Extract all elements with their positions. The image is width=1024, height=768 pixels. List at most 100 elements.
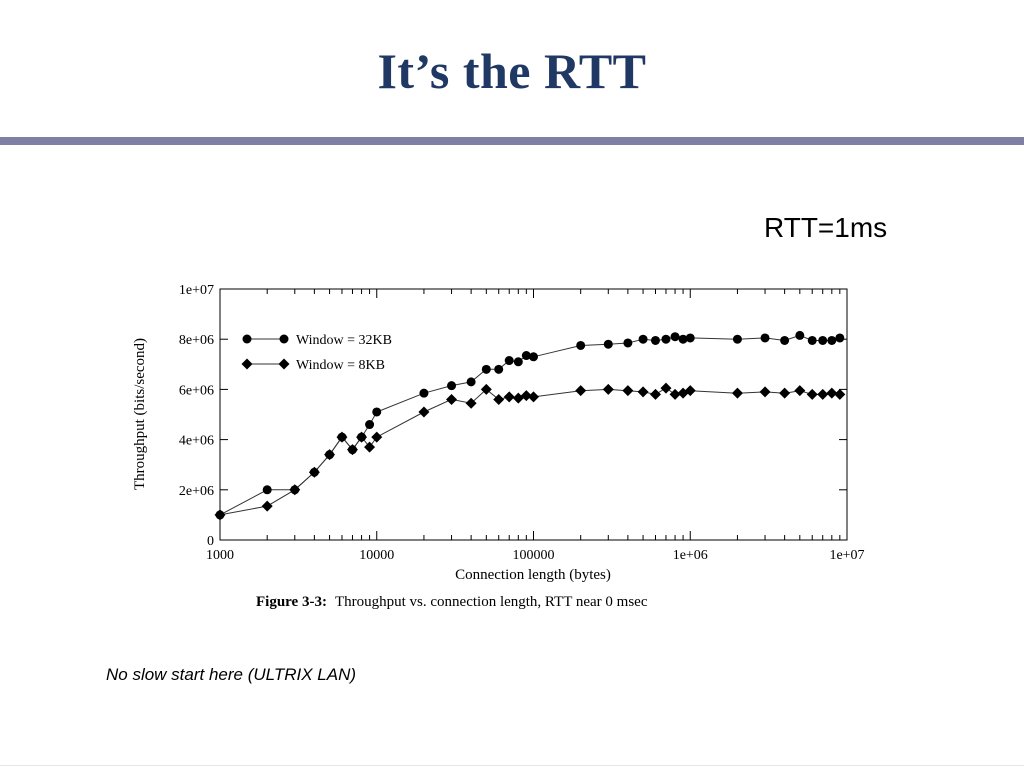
- series-2: [214, 382, 846, 521]
- x-tick-label: 1000: [206, 548, 234, 563]
- data-point: [622, 385, 634, 397]
- data-point: [661, 334, 671, 344]
- x-tick-label: 1e+06: [673, 548, 708, 563]
- data-point: [504, 356, 514, 366]
- data-point: [214, 509, 226, 521]
- data-point: [669, 388, 681, 400]
- x-tick-label: 100000: [513, 548, 555, 563]
- data-point: [834, 388, 846, 400]
- data-point: [817, 388, 829, 400]
- plot-frame: [219, 288, 848, 541]
- data-point: [520, 390, 532, 402]
- legend-item: Window = 8KB: [241, 358, 385, 373]
- data-point: [826, 387, 838, 399]
- title-divider: [0, 137, 1024, 145]
- data-point: [480, 383, 492, 395]
- data-point: [732, 334, 742, 344]
- rtt-label: RTT=1ms: [764, 212, 888, 243]
- figure-caption: Figure 3-3: Throughput vs. connection len…: [256, 594, 648, 610]
- data-point: [529, 352, 538, 362]
- data-point: [308, 466, 320, 478]
- x-tick-label: 10000: [359, 548, 394, 563]
- y-tick-label: 6e+06: [179, 383, 214, 398]
- data-point: [835, 333, 845, 343]
- data-point: [602, 383, 614, 395]
- data-point: [371, 431, 383, 443]
- data-point: [528, 391, 539, 403]
- data-point: [603, 339, 613, 349]
- data-point: [446, 393, 458, 405]
- data-point: [493, 393, 505, 405]
- data-point: [364, 441, 376, 453]
- data-point: [779, 387, 791, 399]
- legend-marker: [242, 334, 252, 344]
- data-point: [365, 420, 375, 430]
- data-point: [678, 334, 688, 344]
- data-point: [660, 382, 672, 394]
- x-axis-label: Connection length (bytes): [455, 567, 611, 583]
- data-point: [372, 407, 382, 417]
- legend-label: Window = 8KB: [296, 358, 385, 373]
- legend-marker: [279, 334, 289, 344]
- figure-caption-text: Throughput vs. connection length, RTT ne…: [335, 594, 648, 610]
- data-point: [650, 335, 660, 345]
- data-point: [649, 388, 661, 400]
- data-point: [503, 391, 515, 403]
- y-tick-label: 2e+06: [179, 484, 214, 499]
- legend-item: Window = 32KB: [242, 333, 392, 348]
- data-point: [670, 332, 680, 342]
- minor-ticks: [266, 289, 841, 540]
- legend-marker: [241, 358, 253, 370]
- data-point: [336, 431, 348, 443]
- slide-note: No slow start here (ULTRIX LAN): [106, 665, 357, 684]
- y-axis-label: Throughput (bits/second): [132, 338, 148, 490]
- data-point: [759, 386, 771, 398]
- chart-legend: Window = 32KB Window = 8KB: [241, 333, 392, 373]
- data-point: [513, 357, 523, 367]
- x-tick-labels: 1000 10000 100000 1e+06 1e+07: [206, 548, 865, 563]
- data-point: [780, 335, 790, 345]
- data-point: [262, 485, 272, 495]
- data-point: [684, 385, 696, 397]
- y-tick-label: 1e+07: [179, 283, 214, 298]
- data-point: [760, 333, 770, 343]
- data-point: [638, 334, 648, 344]
- major-ticks: [219, 288, 848, 541]
- data-point: [623, 338, 633, 348]
- data-point: [807, 335, 817, 345]
- data-point: [685, 333, 695, 343]
- x-tick-label: 1e+07: [829, 548, 864, 563]
- data-point: [481, 364, 491, 374]
- y-tick-label: 8e+06: [179, 333, 214, 348]
- data-point: [465, 397, 477, 409]
- data-point: [575, 385, 587, 397]
- data-point: [466, 377, 476, 387]
- data-point: [637, 386, 649, 398]
- y-tick-label: 0: [207, 534, 214, 549]
- slide-title: It’s the RTT: [377, 43, 647, 99]
- data-point: [512, 392, 524, 404]
- series-layer: [214, 330, 846, 521]
- series-line: [219, 387, 840, 516]
- data-point: [346, 444, 358, 456]
- y-tick-label: 4e+06: [179, 434, 214, 449]
- data-point: [794, 385, 806, 397]
- data-point: [731, 387, 743, 399]
- data-point: [494, 364, 504, 374]
- legend-marker: [278, 358, 290, 370]
- legend-label: Window = 32KB: [296, 333, 392, 348]
- bottom-divider: [0, 765, 1024, 766]
- data-point: [419, 388, 429, 398]
- data-point: [356, 431, 368, 443]
- data-point: [806, 388, 818, 400]
- data-point: [827, 335, 837, 345]
- data-point: [576, 340, 586, 350]
- figure-caption-label: Figure 3-3:: [256, 594, 327, 610]
- data-point: [289, 484, 301, 496]
- y-tick-labels: 0 2e+06 4e+06 6e+06 8e+06 1e+07: [179, 283, 214, 549]
- data-point: [261, 500, 273, 512]
- data-point: [795, 330, 805, 340]
- data-point: [324, 449, 336, 461]
- data-point: [818, 335, 828, 345]
